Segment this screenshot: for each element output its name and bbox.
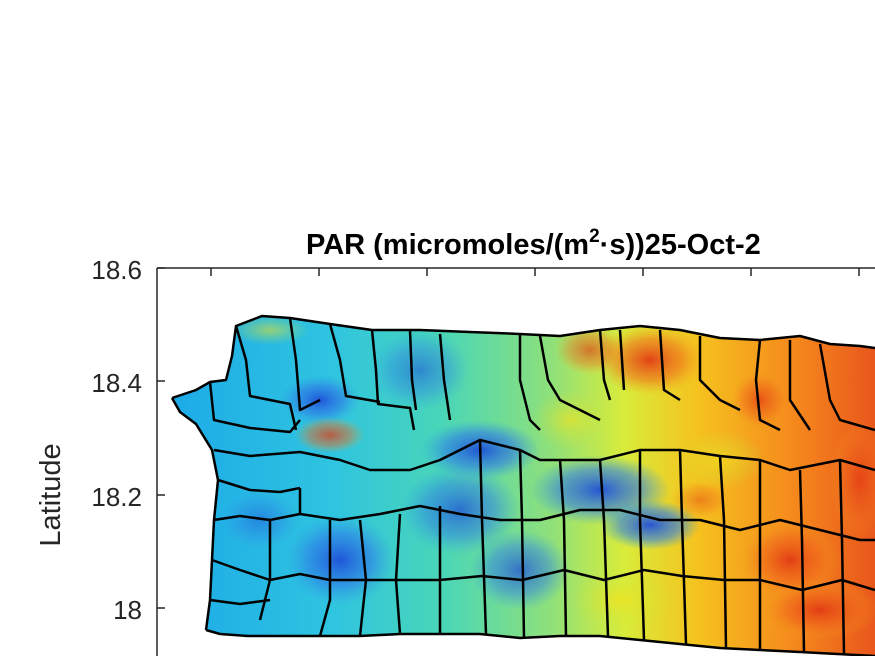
y-axis-label: Latitude [35,443,67,546]
y-tick-label-18-2: 18.2 [91,482,142,512]
chart-title-superscript: 2 [589,226,600,247]
chart-title-prefix: PAR (micromoles/(m [306,229,589,261]
chart-title: PAR (micromoles/(m2·s))25-Oct-2 [306,226,761,261]
y-tick-label-18-6: 18.6 [91,255,142,285]
chart-title-suffix: ·s))25-Oct-2 [600,229,761,261]
left-ticks [157,267,165,609]
y-tick-label-18-4: 18.4 [91,368,142,398]
plot-axes [156,267,875,656]
y-tick-label-18: 18 [113,595,142,625]
island-outline [171,314,875,400]
top-ticks [210,268,860,276]
municipality-boundaries [170,314,875,656]
